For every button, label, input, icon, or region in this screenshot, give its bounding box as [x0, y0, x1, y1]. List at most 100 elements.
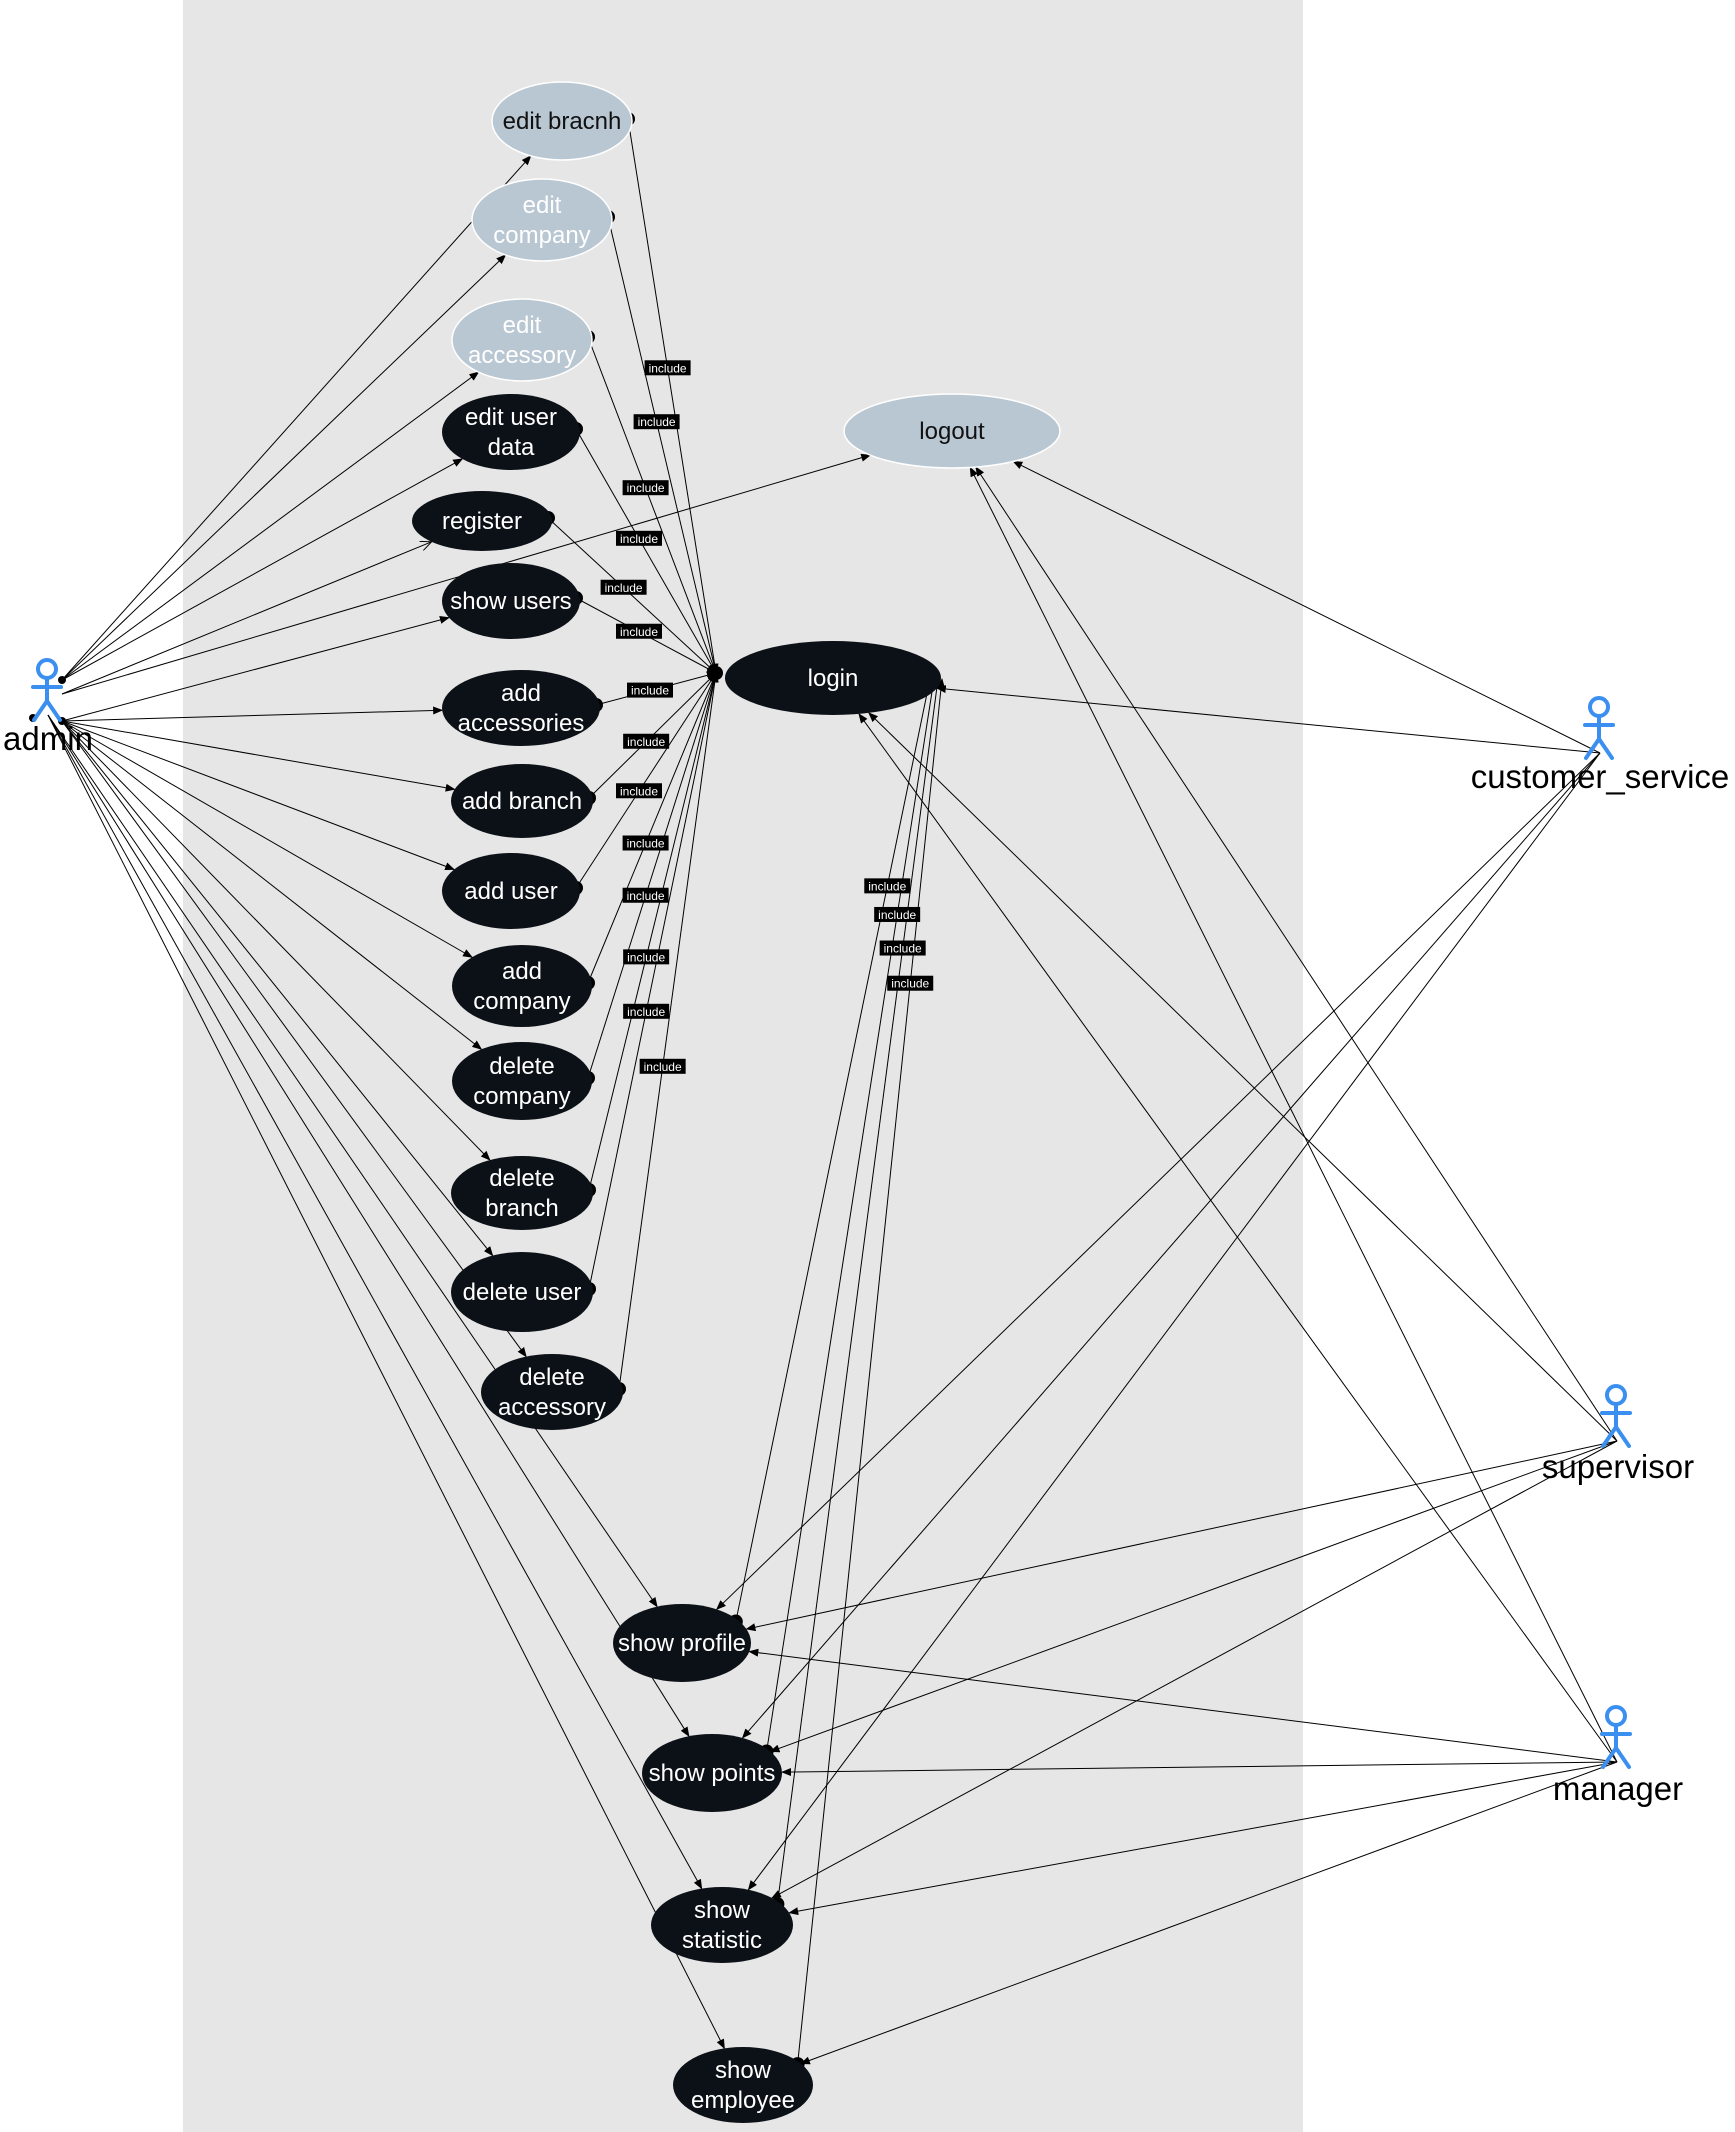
use-case-show-points[interactable]: show points	[642, 1734, 782, 1812]
use-case-show-employee[interactable]: show employee	[673, 2047, 813, 2123]
use-case-label: data	[488, 434, 535, 461]
use-case-shape[interactable]	[442, 853, 580, 929]
use-case-delete-company[interactable]: delete company	[452, 1042, 592, 1120]
association-supervisor-show_statistic	[771, 1440, 1618, 1899]
association-admin-delete_company	[61, 720, 483, 1050]
actor-label: manager	[1553, 1770, 1683, 1807]
use-case-label: show profile	[618, 1630, 746, 1657]
actor-manager[interactable]: manager	[1553, 1705, 1683, 1807]
use-case-logout[interactable]: logout	[843, 393, 1061, 469]
actor-stick-figure-icon	[1583, 696, 1615, 760]
use-case-show-users[interactable]: show users	[442, 563, 580, 639]
include-label: include	[616, 530, 662, 546]
association-customer_service-show_points	[741, 752, 1601, 1739]
actor-stick-figure-icon	[1600, 1705, 1632, 1769]
use-case-edit-accessory[interactable]: edit accessory	[451, 298, 593, 382]
use-case-shape[interactable]	[642, 1734, 782, 1812]
use-case-shape[interactable]	[673, 2047, 813, 2123]
use-case-label: accessory	[498, 1394, 606, 1421]
svg-text:include: include	[627, 735, 665, 749]
association-manager-logout	[969, 466, 1618, 1763]
include-label: include	[887, 975, 934, 991]
use-case-edit-branch[interactable]: edit bracnh	[491, 81, 633, 161]
association-manager-show_profile	[748, 1648, 1618, 1763]
include-edge-delete_user	[588, 672, 719, 1290]
use-case-label: add user	[464, 878, 557, 905]
use-case-label: edit	[503, 312, 542, 339]
include-edge-delete_branch	[588, 672, 718, 1191]
use-case-label: edit bracnh	[503, 108, 622, 135]
include-labels-layer: include include include include include inclu…	[600, 360, 934, 1074]
include-edge-delete_company	[587, 672, 718, 1079]
use-case-shape[interactable]	[481, 1354, 623, 1430]
use-case-delete-user[interactable]: delete user	[451, 1252, 593, 1332]
use-case-shape[interactable]	[471, 178, 613, 262]
include-label: include	[633, 414, 680, 430]
svg-text:include: include	[649, 361, 687, 375]
use-case-show-statistic[interactable]: show statistic	[651, 1887, 793, 1963]
login-include-dot	[709, 666, 723, 680]
association-admin-edit_company	[61, 254, 507, 681]
use-cases-layer: edit bracnheditcompanyeditaccessoryedit …	[412, 81, 1061, 2123]
use-case-label: branch	[485, 1195, 558, 1222]
use-case-delete-accessory[interactable]: delete accessory	[481, 1354, 623, 1430]
use-case-shape[interactable]	[451, 1252, 593, 1332]
association-customer_service-show_statistic	[747, 752, 1601, 1891]
use-case-label: show	[715, 2057, 772, 2084]
include-label: include	[600, 579, 647, 595]
use-case-label: add	[501, 680, 541, 707]
actor-stick-figure-icon	[1600, 1384, 1632, 1448]
use-case-add-company[interactable]: add company	[452, 945, 592, 1027]
use-case-login[interactable]: login	[725, 641, 941, 715]
use-case-edit-user-data[interactable]: edit user data	[442, 394, 580, 470]
actor-admin[interactable]: admin	[3, 658, 93, 757]
use-case-add-branch[interactable]: add branch	[451, 764, 593, 838]
use-case-shape[interactable]	[651, 1887, 793, 1963]
use-case-edit-company[interactable]: edit company	[471, 178, 613, 262]
use-case-label: edit	[523, 192, 562, 219]
svg-text:include: include	[620, 784, 658, 798]
use-case-shape[interactable]	[451, 1156, 593, 1230]
svg-text:include: include	[644, 1060, 682, 1074]
system-boundary	[183, 0, 1303, 2132]
use-case-shape[interactable]	[725, 641, 941, 715]
use-case-shape[interactable]	[452, 945, 592, 1027]
use-case-shape[interactable]	[442, 394, 580, 470]
association-supervisor-logout	[975, 466, 1618, 1442]
association-manager-show_points	[780, 1761, 1618, 1777]
use-case-label: accessories	[458, 710, 585, 737]
use-case-delete-branch[interactable]: delete branch	[451, 1156, 593, 1230]
use-case-label: logout	[919, 418, 985, 445]
include-label: include	[622, 887, 669, 903]
use-case-shape[interactable]	[442, 670, 600, 746]
association-admin-delete_accessory	[61, 720, 527, 1358]
include-label: include	[864, 878, 911, 894]
use-case-show-profile[interactable]: show profile	[613, 1604, 751, 1682]
actor-customer-service[interactable]: customer_service	[1471, 696, 1730, 795]
svg-text:include: include	[620, 625, 658, 639]
svg-text:include: include	[605, 581, 643, 595]
association-admin-add_company	[61, 720, 473, 958]
include-edge-register	[547, 517, 717, 674]
use-case-label: login	[808, 665, 859, 692]
use-case-shape[interactable]	[451, 298, 593, 382]
use-case-add-accessories[interactable]: add accessories	[442, 670, 600, 746]
include-edge-edit_branch	[627, 118, 719, 674]
include-edge-add_company	[587, 672, 717, 984]
use-case-shape[interactable]	[613, 1604, 751, 1682]
association-admin-show_users	[61, 616, 450, 722]
use-case-register[interactable]: register	[412, 491, 552, 551]
use-case-shape[interactable]	[843, 393, 1061, 469]
association-admin-register	[61, 542, 432, 695]
include-label: include	[639, 1058, 686, 1074]
use-case-shape[interactable]	[491, 81, 633, 161]
include-label: include	[874, 906, 921, 922]
use-case-shape[interactable]	[452, 1042, 592, 1120]
use-case-shape[interactable]	[442, 563, 580, 639]
use-case-label: delete	[489, 1165, 554, 1192]
use-case-shape[interactable]	[412, 491, 552, 551]
actor-supervisor[interactable]: supervisor	[1542, 1384, 1694, 1485]
use-case-shape[interactable]	[451, 764, 593, 838]
use-case-add-user[interactable]: add user	[442, 853, 580, 929]
association-customer_service-show_profile	[716, 752, 1601, 1611]
